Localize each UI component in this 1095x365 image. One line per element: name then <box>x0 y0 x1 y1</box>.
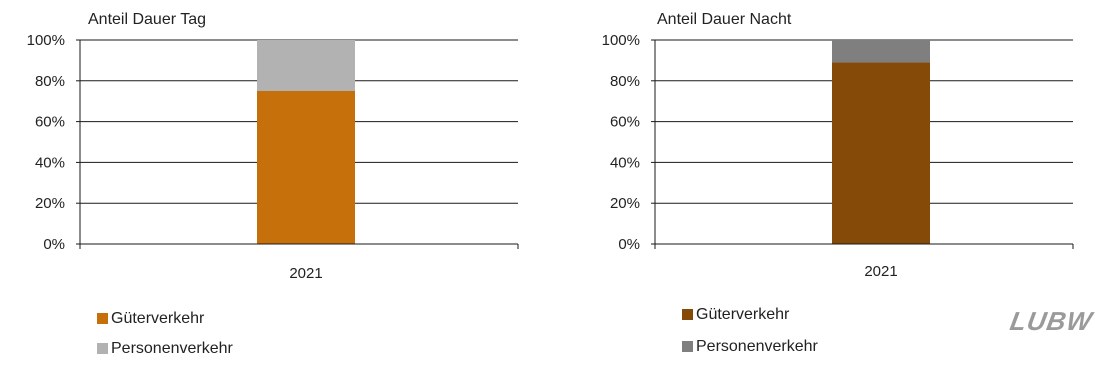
y-tick-label: 20% <box>35 195 65 212</box>
legend-label: Güterverkehr <box>111 310 205 327</box>
y-tick-label: 0% <box>43 236 65 253</box>
bar-segment-gueterverkehr <box>832 62 930 244</box>
legend-swatch <box>682 341 693 352</box>
y-tick-label: 60% <box>610 114 640 131</box>
y-tick-label: 100% <box>602 32 640 49</box>
x-category-label: 2021 <box>289 265 322 282</box>
chart-title: Anteil Dauer Nacht <box>657 11 792 28</box>
y-tick-label: 100% <box>27 32 65 49</box>
legend-swatch <box>97 313 108 324</box>
y-tick-label: 80% <box>610 73 640 90</box>
legend-label: Güterverkehr <box>696 306 790 323</box>
legend-label: Personenverkehr <box>111 340 234 357</box>
y-tick-label: 80% <box>35 73 65 90</box>
bar-segment-personenverkehr <box>257 40 355 91</box>
x-category-label: 2021 <box>864 263 897 280</box>
y-tick-label: 40% <box>35 154 65 171</box>
legend-swatch <box>682 309 693 320</box>
bar-segment-personenverkehr <box>832 40 930 63</box>
legend-label: Personenverkehr <box>696 338 819 355</box>
chart-title: Anteil Dauer Tag <box>88 11 206 28</box>
y-tick-label: 60% <box>35 114 65 131</box>
y-tick-label: 0% <box>618 236 640 253</box>
y-tick-label: 40% <box>610 154 640 171</box>
legend-swatch <box>97 343 108 354</box>
bar-segment-gueterverkehr <box>257 91 355 244</box>
lubw-logo: LUBW <box>1008 306 1095 336</box>
y-tick-label: 20% <box>610 195 640 212</box>
